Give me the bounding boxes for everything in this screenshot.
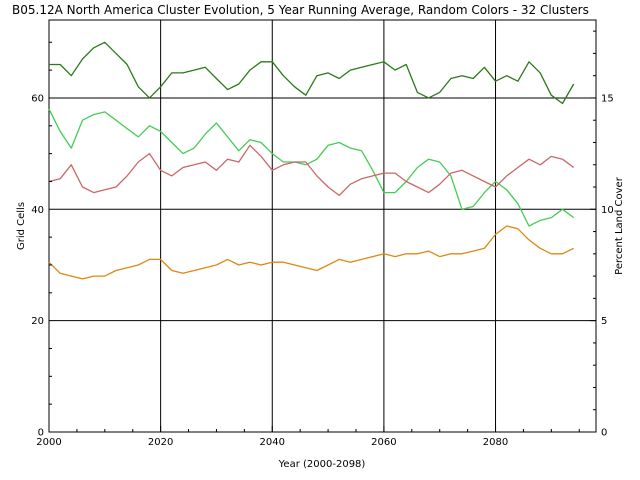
- y-tick-label: 40: [31, 205, 44, 216]
- x-axis-ticks: 2000 2020 2040 2060 2080: [36, 426, 580, 448]
- y2-tick-label: 5: [601, 316, 607, 327]
- y2-axis-ticks: 0 5 10 15: [590, 30, 614, 439]
- x-tick-label: 2080: [483, 437, 508, 448]
- x-tick-label: 2000: [36, 437, 61, 448]
- y2-axis-label: Percent Land Cover: [614, 176, 625, 275]
- series-line-3: [48, 144, 575, 197]
- series-line-1: [49, 41, 575, 105]
- x-tick-label: 2020: [148, 437, 173, 448]
- y-tick-label: 20: [31, 316, 44, 327]
- y2-tick-label: 10: [601, 205, 614, 216]
- y-tick-label: 0: [38, 428, 44, 439]
- y-axis-ticks: 0 20 40 60: [31, 41, 52, 439]
- y2-tick-label: 0: [601, 428, 607, 439]
- y2-tick-label: 15: [601, 93, 614, 104]
- series-line-4: [48, 225, 574, 280]
- plot-frame: [48, 19, 597, 433]
- series-lines: [48, 41, 575, 280]
- grid: [49, 20, 596, 432]
- x-tick-label: 2040: [260, 437, 285, 448]
- y-tick-label: 60: [31, 93, 44, 104]
- x-tick-label: 2060: [371, 437, 396, 448]
- chart-title: B05.12A North America Cluster Evolution,…: [12, 3, 589, 17]
- y-axis-label: Grid Cells: [16, 202, 27, 250]
- x-axis-label: Year (2000-2098): [278, 459, 366, 470]
- series-line-2: [48, 108, 575, 227]
